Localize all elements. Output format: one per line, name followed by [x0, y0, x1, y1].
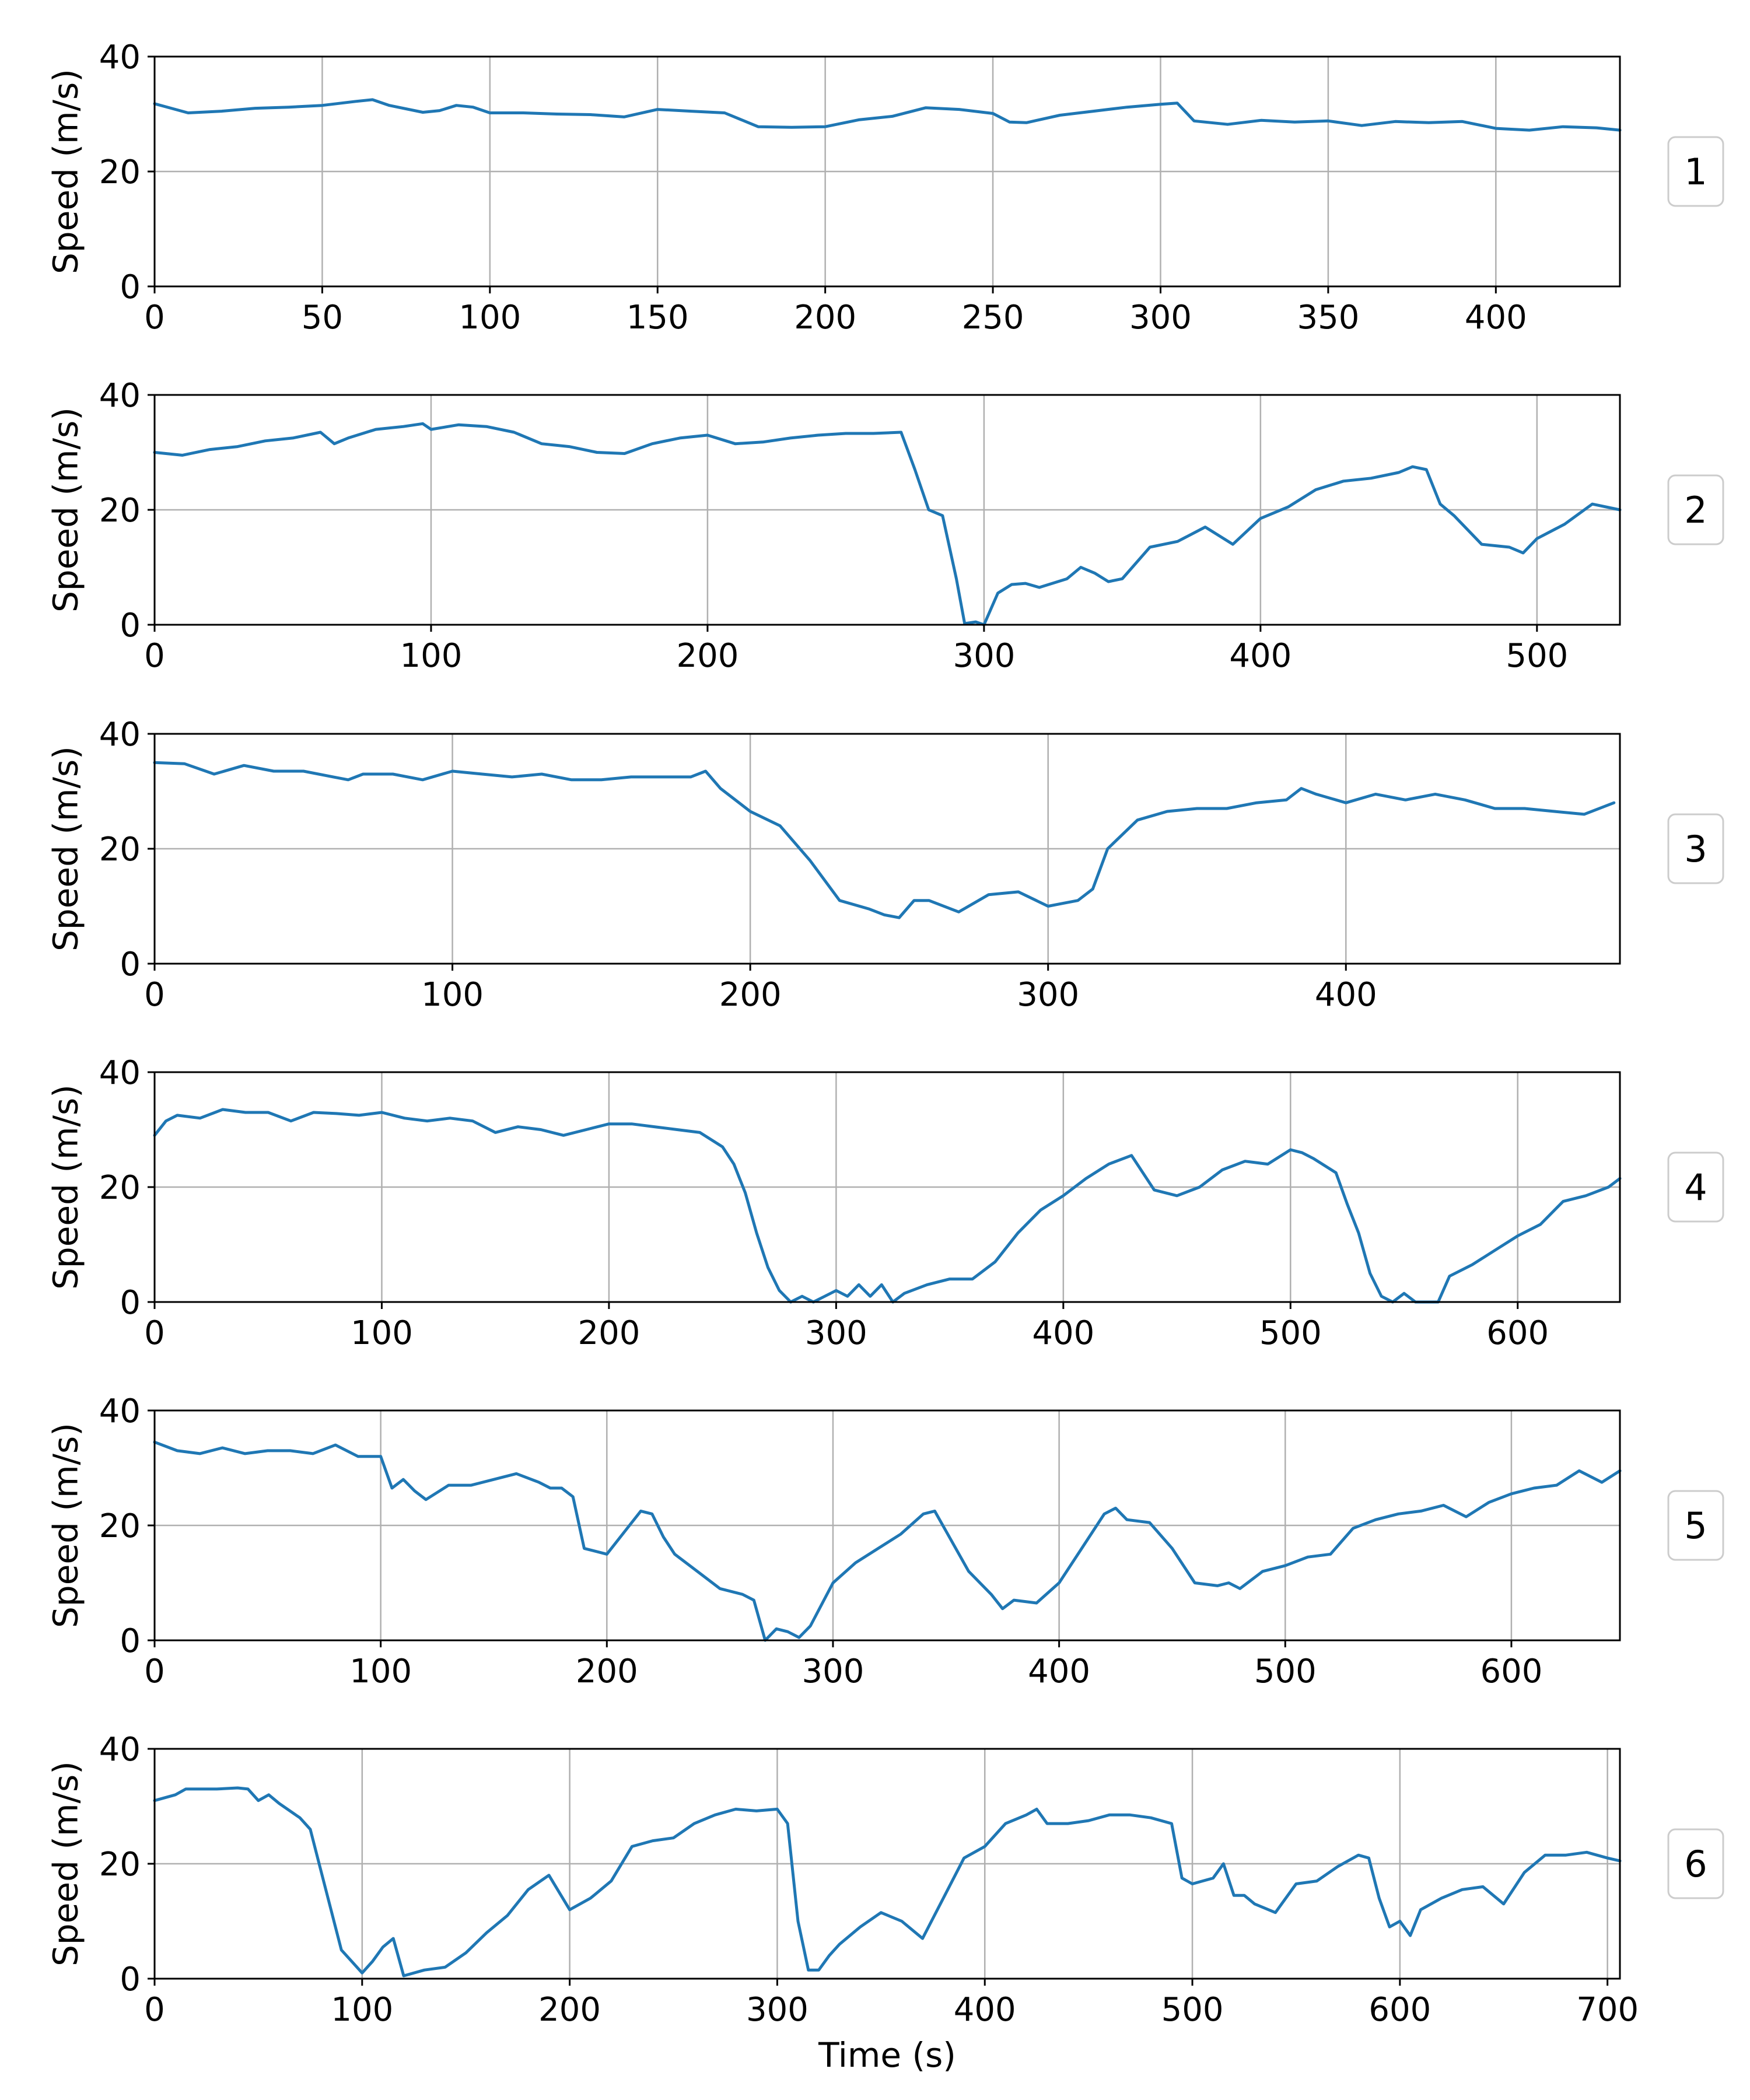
y-tick-label: 40 [99, 716, 141, 754]
x-tick-label: 700 [1576, 1991, 1639, 2029]
y-axis-label: Speed (m/s) [46, 1761, 85, 1966]
y-tick-label: 20 [99, 492, 141, 530]
x-tick-label: 300 [805, 1314, 867, 1352]
subplot-5: 0 100 200 300 400 500 600 0 20 40 Speed (m/s) 5 [46, 1392, 1724, 1690]
y-tick-label: 20 [99, 1846, 141, 1884]
x-tick-label: 0 [144, 1653, 165, 1690]
y-axis-label: Speed (m/s) [46, 1423, 85, 1628]
subplot-number: 1 [1684, 150, 1707, 193]
x-tick-label: 300 [746, 1991, 808, 2029]
x-tick-label: 200 [676, 637, 738, 675]
x-tick-label: 500 [1259, 1314, 1322, 1352]
x-tick-label: 100 [400, 637, 463, 675]
y-tick-label: 20 [99, 153, 141, 191]
speed-series-line [153, 422, 1622, 626]
y-axis-label: Speed (m/s) [46, 746, 85, 951]
subplot-badge [1667, 1152, 1724, 1223]
y-tick-label: 0 [120, 1622, 141, 1660]
x-tick-label: 0 [144, 637, 165, 675]
subplot-3: 0 100 200 300 400 0 20 40 Speed (m/s) 3 [46, 716, 1724, 1014]
x-tick-label: 600 [1486, 1314, 1549, 1352]
x-tick-label: 200 [538, 1991, 601, 2029]
subplot-number: 2 [1684, 489, 1707, 531]
y-tick-label: 40 [99, 38, 141, 76]
speed-series-line [153, 1440, 1622, 1642]
y-tick-label: 0 [120, 1961, 141, 1999]
x-tick-label: 300 [802, 1653, 864, 1690]
y-axis-label: Speed (m/s) [46, 1084, 85, 1290]
subplot-number: 4 [1684, 1166, 1707, 1209]
x-tick-label: 250 [962, 299, 1024, 337]
x-tick-label: 400 [1315, 976, 1377, 1014]
subplot-number: 3 [1684, 828, 1707, 870]
x-tick-label: 350 [1297, 299, 1359, 337]
x-tick-label: 0 [144, 1991, 165, 2029]
y-tick-label: 20 [99, 1507, 141, 1545]
speed-series-line [153, 761, 1616, 919]
speed-series-line [153, 98, 1622, 132]
x-tick-label: 200 [578, 1314, 640, 1352]
x-tick-label: 50 [302, 299, 343, 337]
subplot-badge [1667, 474, 1724, 545]
x-tick-label: 0 [144, 1314, 165, 1352]
x-tick-label: 100 [331, 1991, 393, 2029]
x-tick-label: 400 [1465, 299, 1527, 337]
x-tick-label: 100 [351, 1314, 413, 1352]
x-tick-label: 0 [144, 976, 165, 1014]
x-tick-label: 600 [1368, 1991, 1431, 2029]
y-tick-label: 0 [120, 607, 141, 645]
x-tick-label: 600 [1480, 1653, 1542, 1690]
x-tick-label: 200 [719, 976, 782, 1014]
y-tick-label: 20 [99, 1169, 141, 1207]
x-tick-label: 100 [349, 1653, 412, 1690]
y-axis-label: Speed (m/s) [46, 69, 85, 274]
x-tick-label: 100 [459, 299, 521, 337]
subplot-6: 0 100 200 300 400 500 600 700 0 20 40 Speed (m/s) 6 [46, 1731, 1724, 2029]
y-tick-label: 40 [99, 1731, 141, 1769]
subplot-2: 0 100 200 300 400 500 0 20 40 Speed (m/s) 2 [46, 377, 1724, 675]
y-tick-label: 40 [99, 1392, 141, 1430]
x-tick-label: 100 [421, 976, 484, 1014]
subplot-badge [1667, 136, 1724, 207]
subplot-4: 0 100 200 300 400 500 600 0 20 40 Speed (m/s) 4 [46, 1054, 1724, 1352]
y-tick-label: 0 [120, 946, 141, 984]
y-tick-label: 20 [99, 831, 141, 869]
x-tick-label: 400 [1032, 1314, 1094, 1352]
x-tick-label: 300 [1129, 299, 1192, 337]
y-tick-label: 40 [99, 377, 141, 415]
subplot-number: 6 [1684, 1843, 1707, 1885]
x-tick-label: 500 [1161, 1991, 1224, 2029]
x-axis-label: Time (s) [818, 2035, 956, 2075]
x-tick-label: 200 [576, 1653, 638, 1690]
speed-series-line [153, 1108, 1622, 1304]
subplot-number: 5 [1684, 1504, 1707, 1547]
x-tick-label: 150 [626, 299, 689, 337]
y-axis-label: Speed (m/s) [46, 407, 85, 612]
x-tick-label: 0 [144, 299, 165, 337]
x-tick-label: 500 [1506, 637, 1568, 675]
y-tick-label: 0 [120, 268, 141, 306]
subplot-badge [1667, 813, 1724, 884]
x-tick-label: 400 [1229, 637, 1292, 675]
speed-series-line [153, 1786, 1622, 1978]
subplot-badge [1667, 1490, 1724, 1561]
y-tick-label: 0 [120, 1284, 141, 1322]
x-tick-label: 400 [1028, 1653, 1090, 1690]
x-tick-label: 300 [1017, 976, 1079, 1014]
x-tick-label: 200 [794, 299, 856, 337]
subplot-badge [1667, 1828, 1724, 1899]
y-tick-label: 40 [99, 1054, 141, 1092]
x-tick-label: 300 [953, 637, 1015, 675]
x-tick-label: 500 [1254, 1653, 1317, 1690]
subplot-1: 0 50 100 150 200 250 300 350 400 0 20 40 Speed (m/s)… [46, 38, 1724, 337]
x-tick-label: 400 [954, 1991, 1016, 2029]
